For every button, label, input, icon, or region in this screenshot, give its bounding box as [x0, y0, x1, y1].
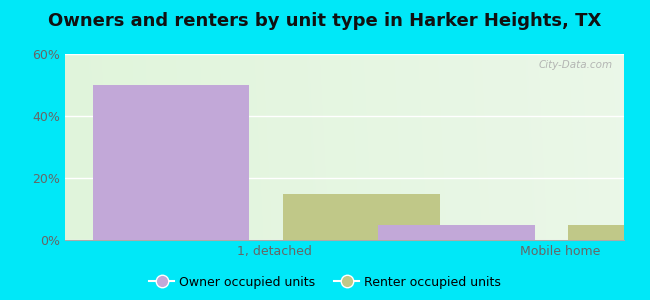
Text: Owners and renters by unit type in Harker Heights, TX: Owners and renters by unit type in Harke…	[48, 12, 602, 30]
Bar	[93, 85, 250, 240]
Text: City-Data.com: City-Data.com	[539, 60, 613, 70]
Bar	[378, 224, 534, 240]
Legend: Owner occupied units, Renter occupied units: Owner occupied units, Renter occupied un…	[144, 271, 506, 294]
Bar	[568, 224, 650, 240]
Bar	[283, 194, 439, 240]
